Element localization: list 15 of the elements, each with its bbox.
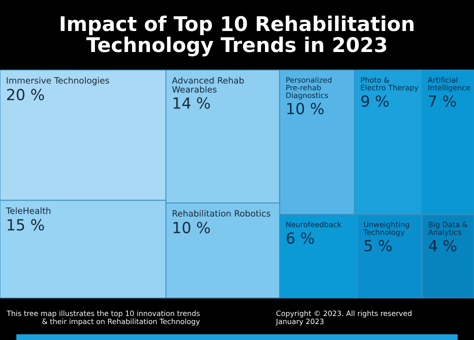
category-label: Rehabilitation Robotics: [172, 210, 270, 217]
category-label: Advanced Rehab Wearables: [172, 77, 244, 93]
data-label: 5 %: [364, 240, 392, 252]
data-label: 4 %: [428, 240, 456, 252]
category-label: Immersive Technologies: [6, 77, 110, 86]
data-label: 15 %: [8, 219, 44, 231]
data-label: 14 %: [174, 97, 210, 109]
data-label: 20 %: [7, 88, 44, 100]
data-label: 10 %: [174, 222, 210, 234]
data-label: 6 %: [286, 232, 314, 244]
data-label: 10 %: [287, 102, 324, 114]
data-label: 7 %: [428, 95, 456, 107]
text: Impact of Top 10 Rehabilitation Technology Trends in 2023: [60, 16, 414, 56]
category-label: TeleHealth: [6, 207, 50, 214]
data-label: 9 %: [361, 95, 389, 107]
